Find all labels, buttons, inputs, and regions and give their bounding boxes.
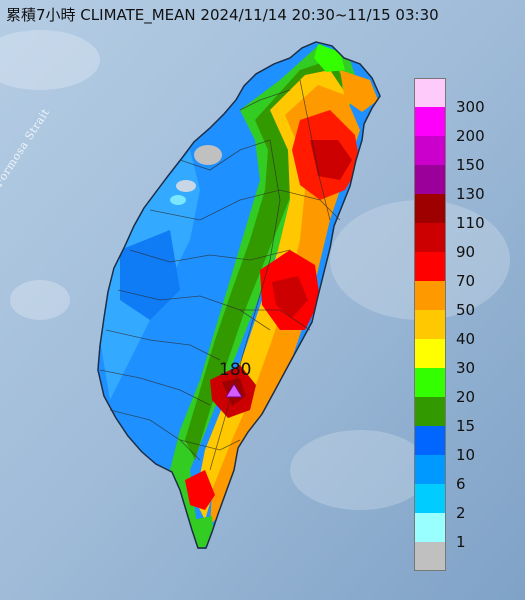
legend-swatch: [414, 542, 446, 571]
legend-swatch: [414, 397, 446, 426]
legend-label: 110: [456, 214, 485, 232]
legend-label: 200: [456, 127, 485, 145]
legend-swatch: [414, 426, 446, 455]
legend-label: 15: [456, 417, 476, 435]
legend-label: 6: [456, 475, 466, 493]
legend-swatch: [414, 484, 446, 513]
county-boundaries: [99, 79, 341, 471]
legend-swatch: [414, 455, 446, 484]
legend-label: 70: [456, 272, 476, 290]
legend-swatch: [414, 368, 446, 397]
legend-label: 90: [456, 243, 476, 261]
legend-frame: [414, 78, 446, 571]
legend-swatch: [414, 107, 446, 136]
legend-label: 130: [456, 185, 485, 203]
legend-swatch: [414, 281, 446, 310]
legend-swatch: [414, 513, 446, 542]
legend-swatch: [414, 136, 446, 165]
peak-value-label: 180: [219, 360, 252, 380]
map-title: 累積7小時 CLIMATE_MEAN 2024/11/14 20:30~11/1…: [6, 6, 439, 24]
legend-label: 50: [456, 301, 476, 319]
peak-marker-icon[interactable]: [225, 383, 243, 398]
legend-label: 1: [456, 533, 466, 551]
legend-label: 300: [456, 98, 485, 116]
legend-label: 150: [456, 156, 485, 174]
rainfall-legend: 300 200 150 130 110 90 70 50 40 30 20 15 10 6 2 1: [412, 78, 508, 572]
legend-label: 10: [456, 446, 476, 464]
legend-label: 20: [456, 388, 476, 406]
legend-swatch: [414, 339, 446, 368]
legend-swatch: [414, 194, 446, 223]
legend-label: 2: [456, 504, 466, 522]
legend-swatch: [414, 252, 446, 281]
legend-swatch: [414, 78, 446, 107]
legend-swatch: [414, 223, 446, 252]
legend-swatch: [414, 310, 446, 339]
legend-swatch: [414, 165, 446, 194]
legend-label: 30: [456, 359, 476, 377]
legend-label: 40: [456, 330, 476, 348]
